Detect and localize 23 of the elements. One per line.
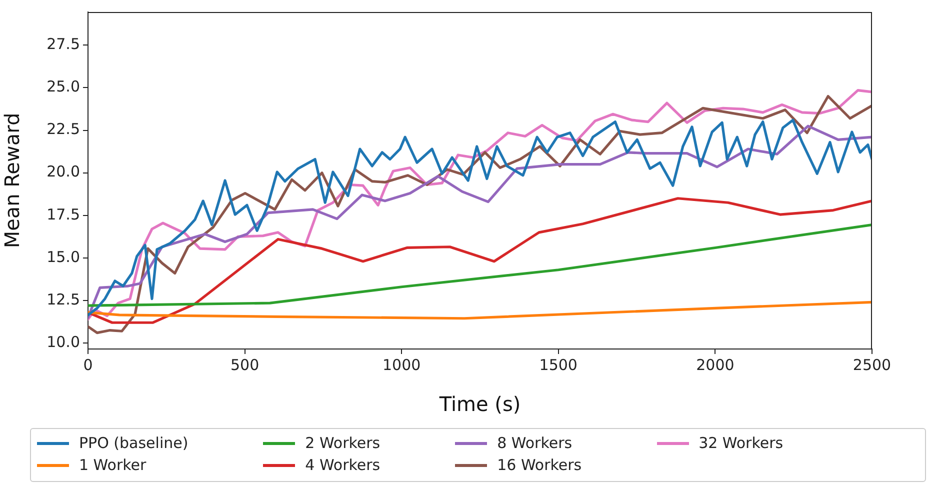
- legend-label: 2 Workers: [305, 434, 380, 452]
- legend-label: 1 Worker: [79, 456, 146, 474]
- x-tick-label: 1000: [382, 356, 421, 374]
- y-tick-label: 22.5: [46, 120, 80, 138]
- y-axis-title: Mean Reward: [0, 112, 24, 248]
- legend-label: PPO (baseline): [79, 434, 188, 452]
- x-axis-title: Time (s): [438, 392, 521, 416]
- x-tick-label: 1500: [539, 356, 578, 374]
- y-tick-label: 10.0: [46, 332, 80, 351]
- y-tick-label: 15.0: [46, 248, 80, 266]
- legend-label: 32 Workers: [698, 434, 784, 452]
- y-tick-label: 17.5: [46, 205, 80, 224]
- legend-label: 16 Workers: [497, 456, 582, 474]
- y-tick-label: 20.0: [46, 162, 80, 181]
- y-tick-label: 12.5: [46, 290, 80, 308]
- y-tick-label: 25.0: [46, 78, 80, 96]
- x-tick-label: 2000: [696, 356, 734, 374]
- y-tick-label: 27.5: [46, 35, 80, 54]
- x-tick-label: 0: [83, 356, 93, 374]
- x-tick-label: 500: [230, 356, 260, 374]
- legend-label: 4 Workers: [305, 456, 380, 474]
- x-tick-label: 2500: [852, 356, 892, 374]
- legend-label: 8 Workers: [497, 434, 572, 452]
